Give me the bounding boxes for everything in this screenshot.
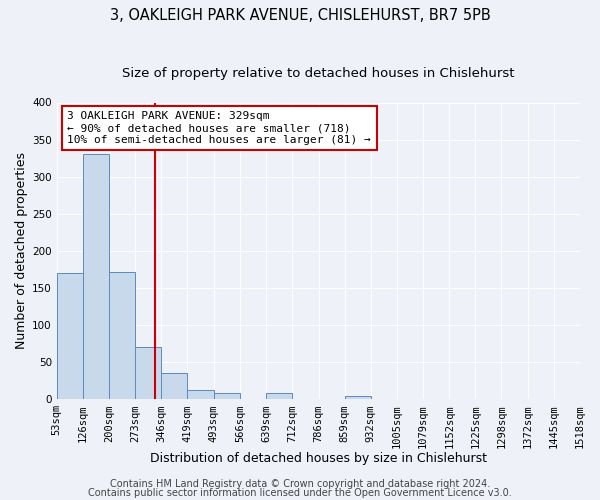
Bar [344, 396, 371, 399]
Text: Contains HM Land Registry data © Crown copyright and database right 2024.: Contains HM Land Registry data © Crown c… [110, 479, 490, 489]
Bar [214, 392, 240, 399]
Bar [187, 390, 214, 399]
Text: 3, OAKLEIGH PARK AVENUE, CHISLEHURST, BR7 5PB: 3, OAKLEIGH PARK AVENUE, CHISLEHURST, BR… [110, 8, 490, 22]
Title: Size of property relative to detached houses in Chislehurst: Size of property relative to detached ho… [122, 68, 515, 80]
Bar [161, 374, 187, 399]
Bar [109, 272, 136, 399]
Text: 3 OAKLEIGH PARK AVENUE: 329sqm
← 90% of detached houses are smaller (718)
10% of: 3 OAKLEIGH PARK AVENUE: 329sqm ← 90% of … [67, 112, 371, 144]
Text: Contains public sector information licensed under the Open Government Licence v3: Contains public sector information licen… [88, 488, 512, 498]
X-axis label: Distribution of detached houses by size in Chislehurst: Distribution of detached houses by size … [150, 452, 487, 465]
Bar [136, 348, 161, 399]
Y-axis label: Number of detached properties: Number of detached properties [15, 152, 28, 350]
Bar [83, 154, 109, 399]
Bar [266, 394, 292, 399]
Bar [57, 273, 83, 399]
